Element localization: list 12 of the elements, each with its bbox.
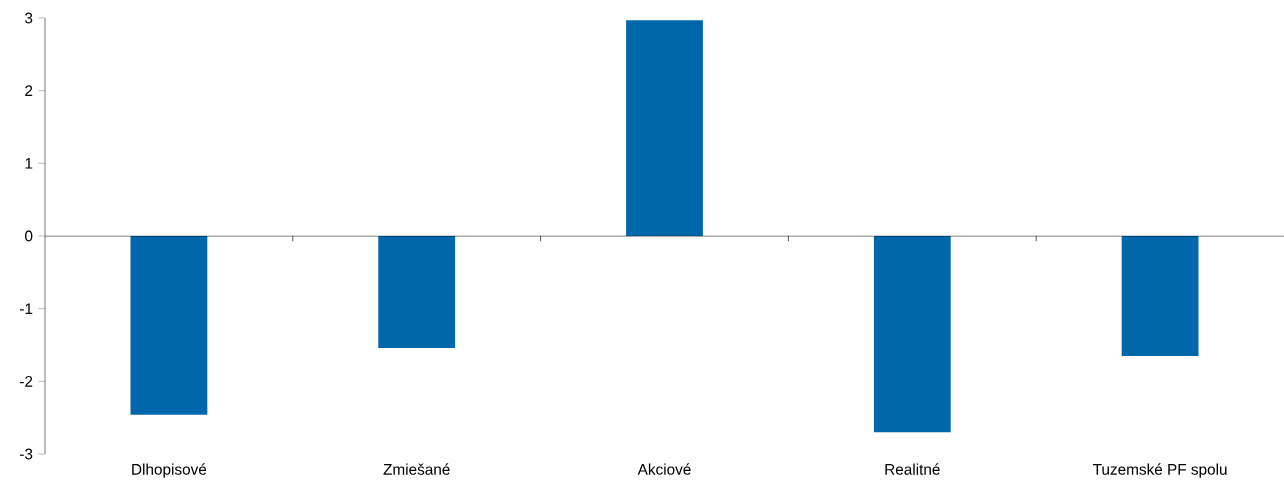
- y-tick-label: 0: [25, 230, 33, 242]
- x-tick-label: Realitné: [885, 463, 940, 475]
- y-tick-label: 3: [25, 12, 33, 24]
- y-tick-label: -1: [20, 303, 33, 314]
- y-tick-label: 2: [25, 85, 33, 97]
- x-tick-label: Dlhopisové: [132, 463, 207, 478]
- y-tick-label: 1: [25, 158, 33, 169]
- x-tick-label: Zmiešané: [383, 463, 450, 475]
- x-tick-label: Akciové: [637, 463, 691, 475]
- y-tick-label: -2: [20, 375, 33, 387]
- x-tick-label: Tuzemské PF spolu: [1092, 463, 1227, 478]
- y-tick-label: -3: [20, 448, 33, 460]
